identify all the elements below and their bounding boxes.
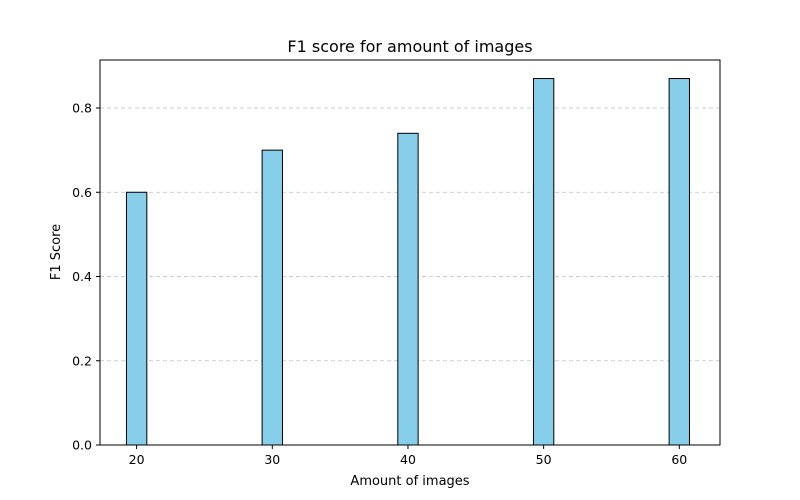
y-tick-label: 0.6 — [72, 185, 92, 200]
plot-frame — [99, 59, 721, 446]
x-tick-label: 20 — [129, 452, 145, 467]
y-tick-label: 0.2 — [72, 353, 92, 368]
chart-title: F1 score for amount of images — [287, 37, 532, 56]
bars — [125, 78, 690, 446]
bar — [125, 191, 148, 446]
y-axis-ticks: 0.0 0.2 0.4 0.6 0.8 — [72, 101, 100, 453]
y-axis-label: F1 Score — [49, 224, 64, 280]
y-tick-label: 0.4 — [72, 269, 92, 284]
y-tick-label: 0.8 — [72, 101, 92, 116]
x-axis-ticks: 20 30 40 50 60 — [129, 445, 687, 467]
bar — [261, 149, 283, 446]
bar — [668, 78, 690, 446]
bar — [532, 78, 555, 446]
bar — [397, 132, 419, 446]
x-tick-label: 30 — [264, 452, 280, 467]
x-tick-label: 50 — [536, 452, 552, 467]
x-axis-label: Amount of images — [350, 474, 469, 489]
x-tick-label: 60 — [671, 452, 687, 467]
y-tick-label: 0.0 — [72, 438, 92, 453]
x-tick-label: 40 — [400, 452, 416, 467]
